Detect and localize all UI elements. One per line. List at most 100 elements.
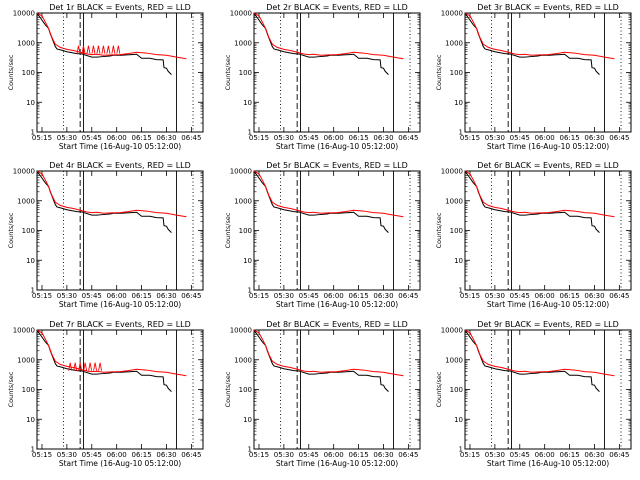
panel-title: Det 4r BLACK = Events, RED = LLD (49, 161, 191, 170)
y-tick-label: 1 (31, 446, 35, 454)
y-tick-label: 10 (243, 99, 252, 107)
y-tick-label: 10000 (13, 10, 35, 18)
y-tick-label: 10000 (13, 168, 35, 176)
panel-det-7: Det 7r BLACK = Events, RED = LLD Start Ti… (7, 320, 204, 468)
x-axis-label: Start Time (16-Aug-10 05:12:00) (276, 300, 398, 309)
series-lld-line (464, 12, 615, 60)
y-tick-label: 10000 (441, 168, 463, 176)
series-lld-spike (73, 362, 78, 371)
y-tick-label: 10 (243, 416, 252, 424)
panel-title: Det 6r BLACK = Events, RED = LLD (477, 161, 619, 170)
x-tick-label: 05:30 (57, 134, 77, 142)
x-tick-label: 06:15 (559, 451, 579, 459)
panel-title: Det 2r BLACK = Events, RED = LLD (266, 3, 408, 12)
x-axis-label: Start Time (16-Aug-10 05:12:00) (59, 300, 181, 309)
plot-frame (253, 329, 421, 450)
y-tick-label: 1 (248, 129, 252, 137)
x-tick-label: 06:30 (373, 292, 393, 300)
y-tick-label: 1 (459, 446, 463, 454)
x-tick-label: 06:15 (131, 292, 151, 300)
y-tick-label: 1000 (445, 39, 463, 47)
y-tick-label: 1 (459, 287, 463, 295)
x-tick-label: 05:30 (485, 292, 505, 300)
x-tick-label: 06:15 (348, 451, 368, 459)
x-tick-label: 06:00 (107, 134, 127, 142)
x-tick-label: 06:00 (535, 292, 555, 300)
y-axis-label: Counts/sec (224, 212, 232, 248)
x-tick-label: 06:30 (156, 292, 176, 300)
y-tick-label: 100 (239, 69, 252, 77)
y-tick-label: 100 (22, 386, 35, 394)
x-tick-label: 05:15 (249, 451, 269, 459)
x-tick-label: 05:30 (274, 292, 294, 300)
x-tick-label: 06:30 (156, 134, 176, 142)
series-lld-line (253, 329, 404, 377)
y-tick-label: 10000 (441, 327, 463, 335)
series-lld-spike (96, 45, 101, 54)
y-tick-label: 10000 (230, 168, 252, 176)
series-lld-spike (116, 45, 121, 54)
y-axis-label: Counts/sec (7, 212, 15, 248)
x-tick-label: 06:30 (156, 451, 176, 459)
y-tick-label: 1000 (17, 197, 35, 205)
x-tick-label: 05:15 (249, 292, 269, 300)
y-tick-label: 100 (22, 69, 35, 77)
y-axis-label: Counts/sec (435, 54, 443, 90)
x-tick-label: 06:00 (324, 292, 344, 300)
plot-frame (464, 12, 632, 133)
series-lld-spike (86, 45, 91, 54)
panel-det-8: Det 8r BLACK = Events, RED = LLD Start Ti… (224, 320, 421, 468)
y-axis-label: Counts/sec (7, 371, 15, 407)
series-lld-line (464, 329, 615, 377)
y-tick-label: 10000 (230, 327, 252, 335)
panel-title: Det 1r BLACK = Events, RED = LLD (49, 3, 191, 12)
series-lld-spike (76, 45, 81, 54)
x-tick-label: 06:45 (181, 134, 201, 142)
x-axis-label: Start Time (16-Aug-10 05:12:00) (59, 142, 181, 151)
series-lld-spike (106, 45, 111, 54)
x-tick-label: 06:45 (181, 292, 201, 300)
x-tick-label: 06:15 (559, 134, 579, 142)
x-tick-label: 06:15 (348, 292, 368, 300)
panel-det-3: Det 3r BLACK = Events, RED = LLD Start Ti… (435, 3, 632, 151)
series-lld-spike (78, 362, 83, 371)
y-tick-label: 10000 (13, 327, 35, 335)
x-tick-label: 06:30 (584, 451, 604, 459)
y-tick-label: 1000 (234, 39, 252, 47)
x-tick-label: 06:45 (181, 451, 201, 459)
y-axis-label: Counts/sec (7, 54, 15, 90)
x-tick-label: 06:00 (535, 134, 555, 142)
y-tick-label: 1000 (445, 356, 463, 364)
x-tick-label: 06:15 (131, 134, 151, 142)
x-tick-label: 05:45 (82, 292, 102, 300)
y-tick-label: 10 (26, 99, 35, 107)
plot-frame (253, 12, 421, 133)
y-tick-label: 1000 (17, 356, 35, 364)
x-tick-label: 05:45 (510, 451, 530, 459)
plot-frame (36, 12, 204, 133)
y-tick-label: 1000 (17, 39, 35, 47)
y-tick-label: 1000 (445, 197, 463, 205)
series-events-line (464, 170, 600, 233)
y-tick-label: 100 (22, 227, 35, 235)
x-tick-label: 06:30 (584, 292, 604, 300)
x-tick-label: 05:45 (510, 134, 530, 142)
x-tick-label: 06:15 (131, 451, 151, 459)
x-tick-label: 05:15 (32, 451, 52, 459)
x-tick-label: 06:15 (348, 134, 368, 142)
y-tick-label: 10 (26, 257, 35, 265)
y-tick-label: 1 (459, 129, 463, 137)
series-lld-line (36, 170, 187, 218)
series-lld-line (253, 12, 404, 60)
panel-det-9: Det 9r BLACK = Events, RED = LLD Start Ti… (435, 320, 632, 468)
y-tick-label: 100 (450, 386, 463, 394)
y-tick-label: 10 (454, 99, 463, 107)
y-tick-label: 10000 (441, 10, 463, 18)
plot-frame (36, 329, 204, 450)
x-tick-label: 05:45 (510, 292, 530, 300)
series-lld-spike (93, 362, 98, 371)
y-tick-label: 1000 (234, 197, 252, 205)
y-tick-label: 100 (239, 386, 252, 394)
panel-title: Det 7r BLACK = Events, RED = LLD (49, 320, 191, 329)
panel-det-4: Det 4r BLACK = Events, RED = LLD Start Ti… (7, 161, 204, 309)
